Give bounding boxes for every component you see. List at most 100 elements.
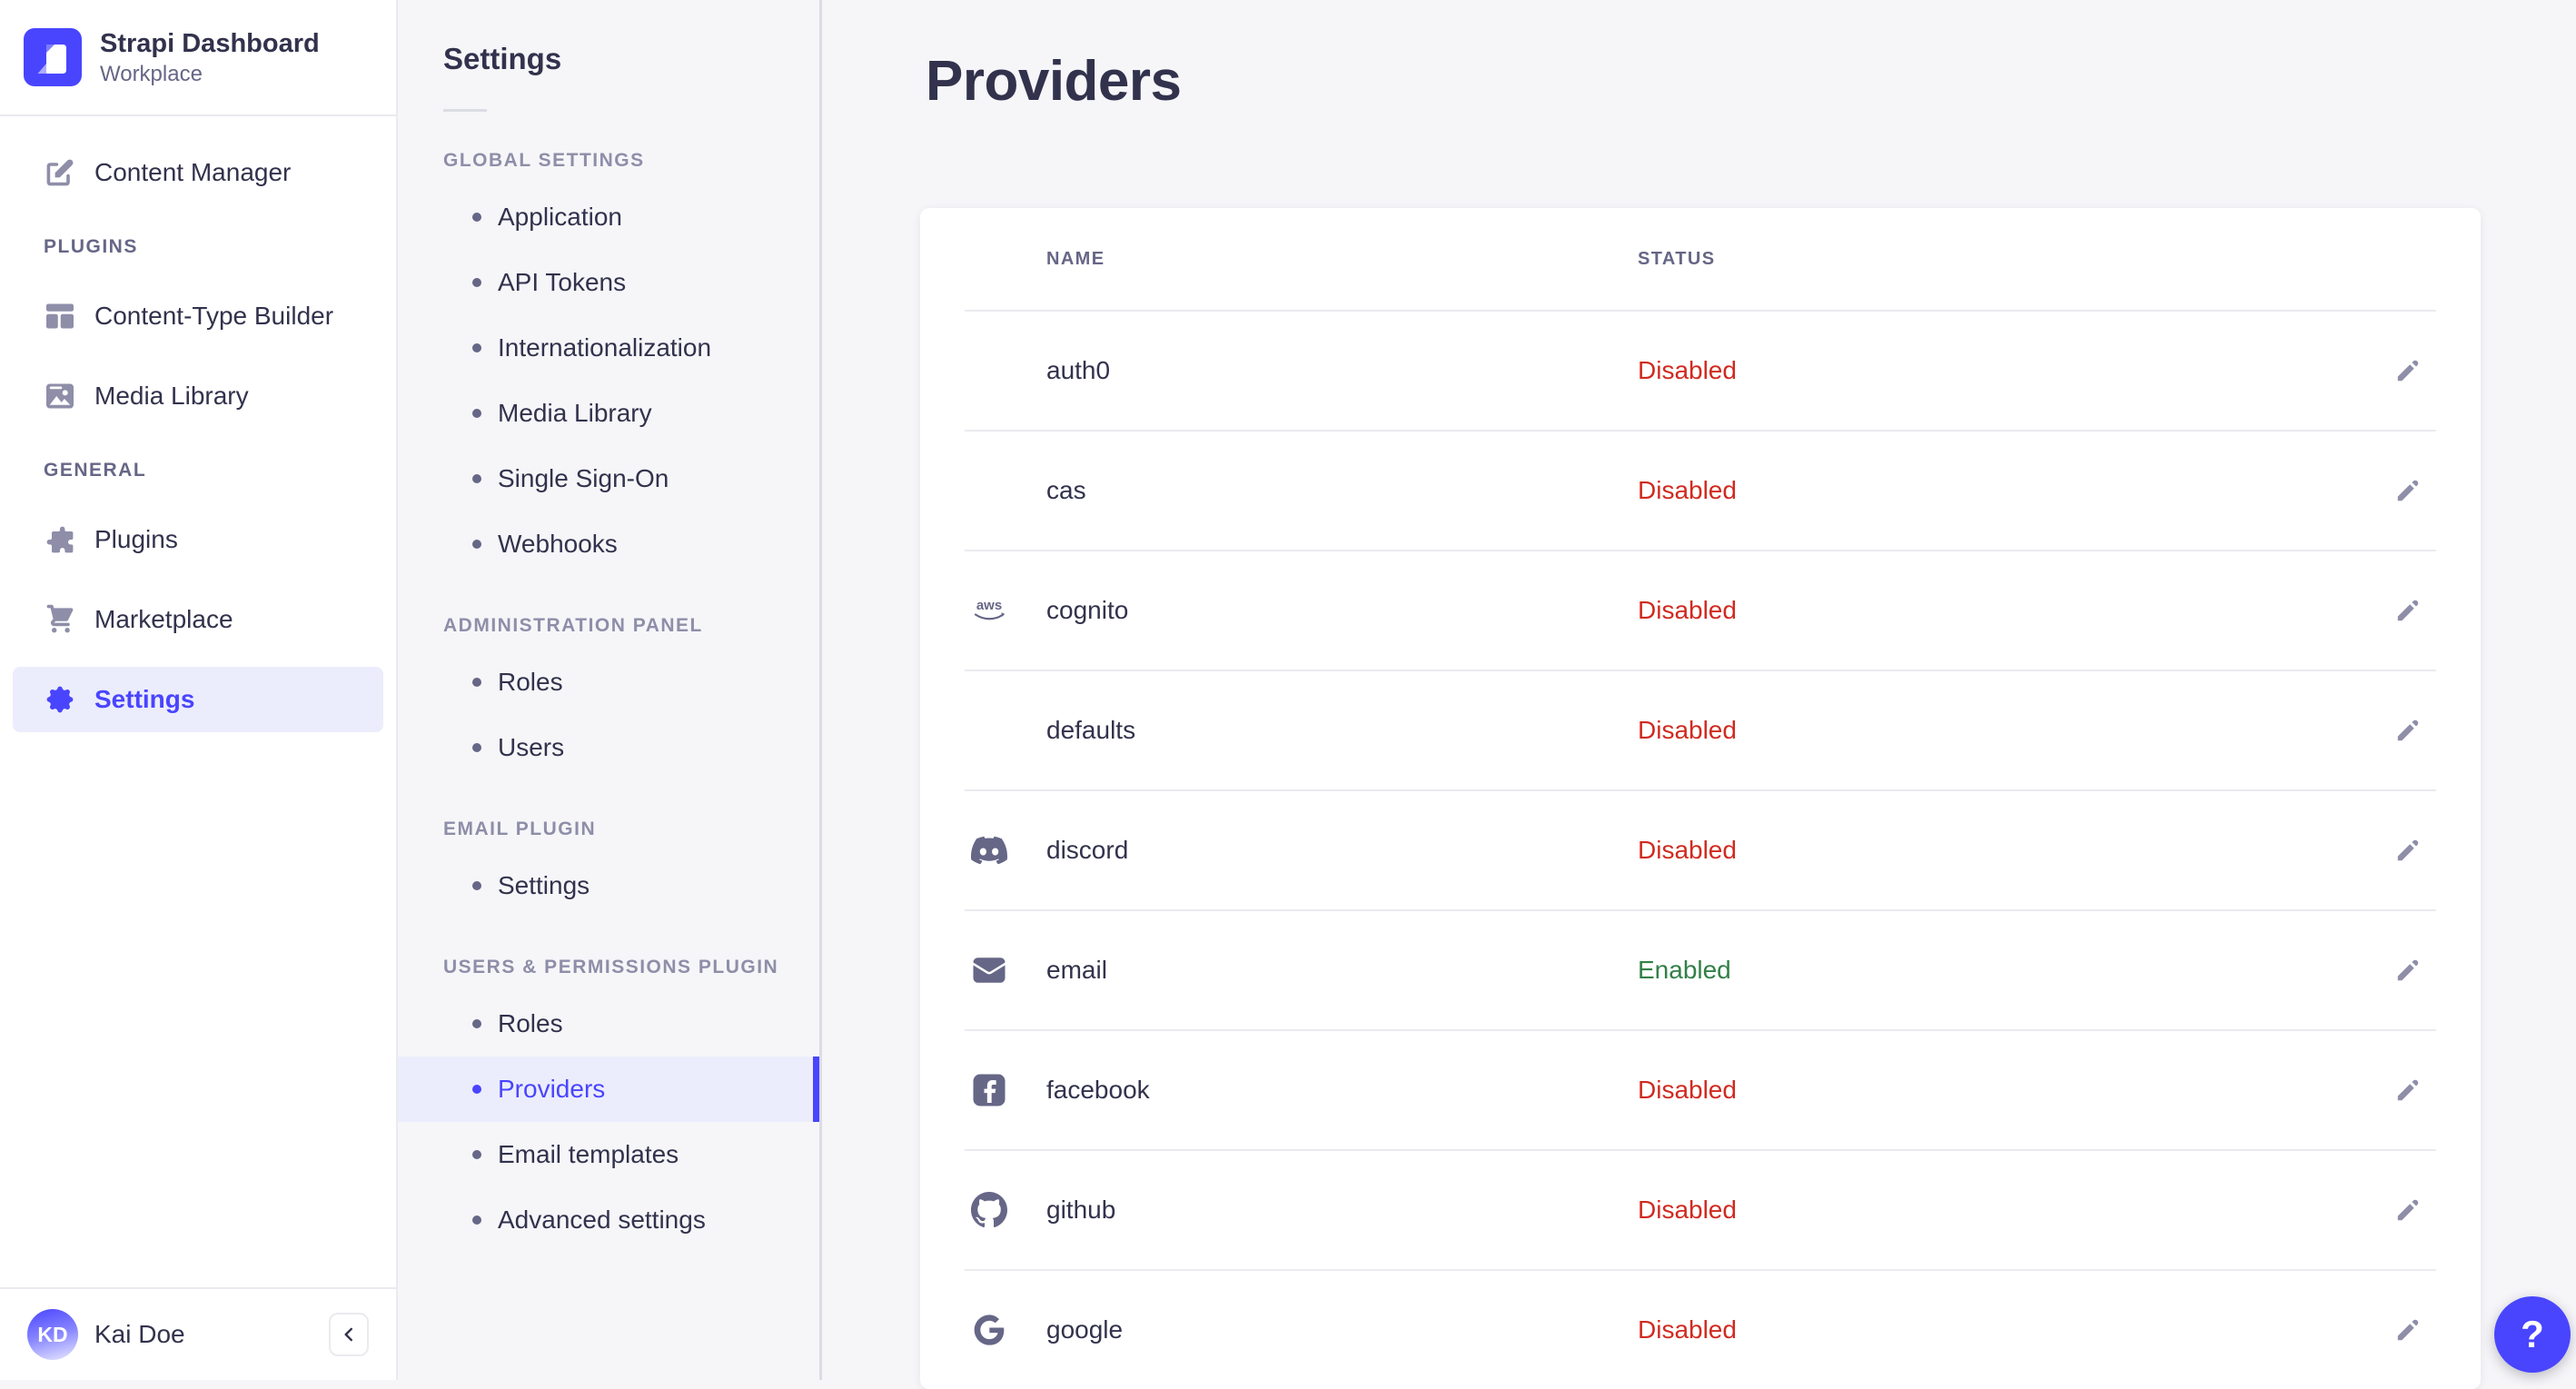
user-name: Kai Doe bbox=[94, 1320, 329, 1349]
subnav-item-roles[interactable]: Roles bbox=[398, 650, 819, 715]
pencil-square-icon bbox=[44, 156, 76, 189]
sidebar-item-label: Media Library bbox=[94, 382, 249, 411]
sidebar-item-marketplace[interactable]: Marketplace bbox=[13, 587, 383, 652]
sidebar-item-content-type-builder[interactable]: Content-Type Builder bbox=[13, 283, 383, 349]
puzzle-icon bbox=[44, 523, 76, 556]
subnav-section-administration-panel: ADMINISTRATION PANEL bbox=[443, 615, 819, 637]
facebook-icon bbox=[968, 1069, 1010, 1111]
sidebar-item-label: Content Manager bbox=[94, 158, 291, 187]
github-icon bbox=[968, 1189, 1010, 1231]
bullet-icon bbox=[472, 278, 481, 287]
google-icon bbox=[968, 1309, 1010, 1351]
sidebar-section-plugins: PLUGINS bbox=[44, 236, 383, 258]
svg-text:aws: aws bbox=[976, 598, 1002, 613]
subnav-title: Settings bbox=[398, 0, 819, 76]
brand-text: Strapi Dashboard Workplace bbox=[100, 28, 320, 87]
subnav-item-users[interactable]: Users bbox=[398, 715, 819, 780]
subnav-item-label: Single Sign-On bbox=[498, 464, 669, 493]
subnav-item-label: Media Library bbox=[498, 399, 652, 428]
provider-status: Disabled bbox=[1638, 596, 1737, 625]
provider-name: facebook bbox=[1046, 1076, 1638, 1105]
provider-status: Disabled bbox=[1638, 1196, 1737, 1225]
bullet-icon bbox=[472, 1150, 481, 1159]
bullet-icon bbox=[472, 1215, 481, 1225]
subnav-item-webhooks[interactable]: Webhooks bbox=[398, 511, 819, 577]
edit-provider-button[interactable] bbox=[2387, 1189, 2429, 1231]
edit-provider-button[interactable] bbox=[2387, 949, 2429, 991]
edit-provider-button[interactable] bbox=[2387, 350, 2429, 392]
subnav-item-internationalization[interactable]: Internationalization bbox=[398, 315, 819, 381]
edit-provider-button[interactable] bbox=[2387, 709, 2429, 751]
edit-provider-button[interactable] bbox=[2387, 1309, 2429, 1351]
provider-name: google bbox=[1046, 1315, 1638, 1344]
media-icon bbox=[44, 380, 76, 412]
pencil-icon bbox=[2393, 716, 2422, 745]
avatar[interactable]: KD bbox=[27, 1309, 78, 1360]
subnav-item-label: Webhooks bbox=[498, 530, 618, 559]
subnav-item-roles[interactable]: Roles bbox=[398, 991, 819, 1057]
bullet-icon bbox=[472, 213, 481, 222]
envelope-icon bbox=[968, 949, 1010, 991]
sidebar-item-content-manager[interactable]: Content Manager bbox=[13, 140, 383, 205]
subnav-item-single-sign-on[interactable]: Single Sign-On bbox=[398, 446, 819, 511]
cog-icon bbox=[44, 683, 76, 716]
strapi-logo-icon bbox=[24, 28, 82, 86]
bullet-icon bbox=[472, 343, 481, 352]
provider-name: cas bbox=[1046, 476, 1638, 505]
sidebar-item-label: Marketplace bbox=[94, 605, 233, 634]
aws-icon: aws bbox=[968, 590, 1010, 631]
bullet-icon bbox=[472, 678, 481, 687]
bullet-icon bbox=[472, 1085, 481, 1094]
subnav-item-email-templates[interactable]: Email templates bbox=[398, 1122, 819, 1187]
provider-name: github bbox=[1046, 1196, 1638, 1225]
column-header-name: NAME bbox=[1046, 249, 1638, 270]
subnav-item-advanced-settings[interactable]: Advanced settings bbox=[398, 1187, 819, 1253]
sidebar-item-label: Content-Type Builder bbox=[94, 302, 333, 331]
bullet-icon bbox=[472, 743, 481, 752]
provider-status: Enabled bbox=[1638, 956, 1731, 985]
question-mark-icon: ? bbox=[2521, 1313, 2544, 1356]
edit-provider-button[interactable] bbox=[2387, 1069, 2429, 1111]
subnav-item-providers[interactable]: Providers bbox=[398, 1057, 819, 1122]
subnav-title-divider bbox=[443, 109, 487, 112]
collapse-sidebar-button[interactable] bbox=[329, 1313, 369, 1356]
sidebar-item-settings[interactable]: Settings bbox=[13, 667, 383, 732]
pencil-icon bbox=[2393, 836, 2422, 865]
edit-provider-button[interactable] bbox=[2387, 470, 2429, 511]
edit-provider-button[interactable] bbox=[2387, 829, 2429, 871]
subnav-item-label: Settings bbox=[498, 871, 590, 900]
sidebar-nav: Content Manager PLUGINS Content-Type Build… bbox=[0, 116, 396, 732]
provider-status: Disabled bbox=[1638, 356, 1737, 385]
bullet-icon bbox=[472, 1019, 481, 1028]
subnav-item-label: Providers bbox=[498, 1075, 605, 1104]
help-button[interactable]: ? bbox=[2494, 1296, 2571, 1373]
sidebar-footer: KD Kai Doe bbox=[0, 1287, 396, 1380]
edit-provider-button[interactable] bbox=[2387, 590, 2429, 631]
workspace-brand[interactable]: Strapi Dashboard Workplace bbox=[0, 0, 396, 116]
provider-status: Disabled bbox=[1638, 1076, 1737, 1105]
cart-icon bbox=[44, 603, 76, 636]
sidebar-item-plugins[interactable]: Plugins bbox=[13, 507, 383, 572]
subnav-item-media-library[interactable]: Media Library bbox=[398, 381, 819, 446]
subnav-item-settings[interactable]: Settings bbox=[398, 853, 819, 918]
pencil-icon bbox=[2393, 596, 2422, 625]
pencil-icon bbox=[2393, 356, 2422, 385]
subnav-item-application[interactable]: Application bbox=[398, 184, 819, 250]
bullet-icon bbox=[472, 474, 481, 483]
discord-icon bbox=[968, 829, 1010, 871]
subnav-item-label: Internationalization bbox=[498, 333, 711, 362]
page-title: Providers bbox=[926, 49, 2481, 114]
subnav-item-label: Application bbox=[498, 203, 622, 232]
provider-status: Disabled bbox=[1638, 716, 1737, 745]
subnav-item-label: Roles bbox=[498, 668, 563, 697]
bullet-icon bbox=[472, 409, 481, 418]
subnav-item-api-tokens[interactable]: API Tokens bbox=[398, 250, 819, 315]
provider-name: auth0 bbox=[1046, 356, 1638, 385]
sidebar-item-media-library[interactable]: Media Library bbox=[13, 363, 383, 429]
